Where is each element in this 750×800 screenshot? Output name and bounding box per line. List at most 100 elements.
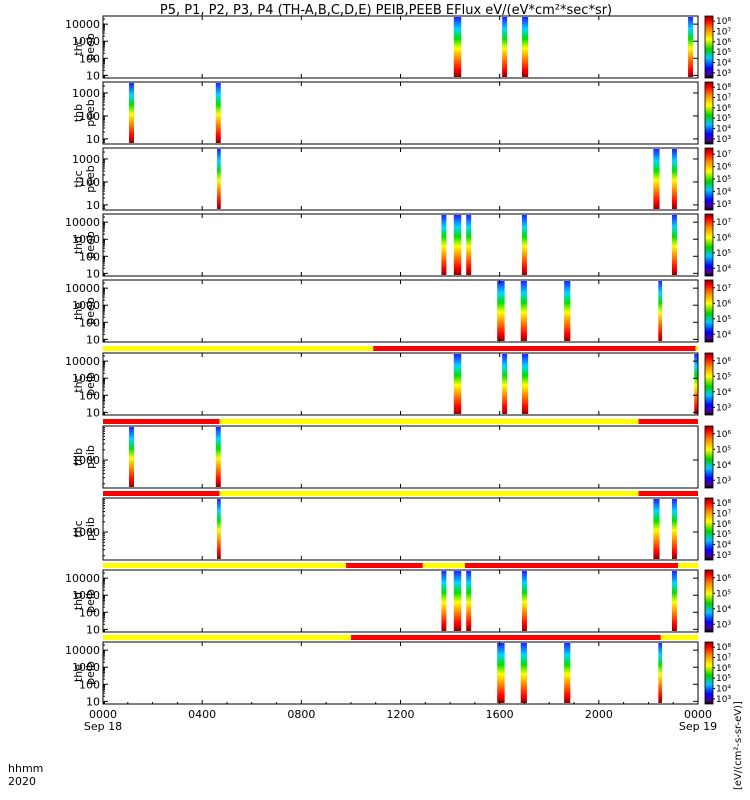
- burst-mark: [217, 499, 221, 559]
- y-axis-label-line: peib: [84, 445, 97, 469]
- colorbar: [704, 352, 714, 416]
- colorbar-tick-label: 10⁶: [716, 664, 731, 674]
- colorbar-tick-label: 10³: [716, 200, 731, 210]
- burst-mark: [466, 215, 472, 275]
- y-axis-label-line: thc: [72, 520, 85, 537]
- y-axis-label-line: thc: [72, 170, 85, 187]
- burst-mark: [658, 643, 663, 703]
- colorbar-tick-label: 10⁷: [716, 150, 731, 160]
- burst-mark: [520, 643, 527, 703]
- y-tick-label: 10: [86, 267, 100, 280]
- colorbar-tick-label: 10⁵: [716, 589, 731, 599]
- plot-background: [103, 82, 698, 144]
- y-axis-label: thcpeib: [72, 517, 97, 541]
- y-tick-label: 100: [79, 678, 100, 691]
- y-tick-label: 10000: [65, 18, 100, 31]
- colorbar-tick-label: 10⁶: [716, 299, 731, 309]
- colorbar-tick-label: 10⁴: [716, 187, 731, 197]
- mode-bar-segment: [678, 563, 698, 568]
- burst-mark: [564, 643, 571, 703]
- burst-mark: [671, 571, 677, 631]
- y-axis-label-line: peeb: [84, 231, 97, 259]
- burst-mark: [215, 427, 221, 487]
- x-label-line1: hhmm: [8, 762, 43, 775]
- y-tick-label: 10000: [65, 572, 100, 585]
- y-tick-label: 100: [79, 250, 100, 263]
- colorbar-tick-label: 10⁶: [716, 574, 731, 584]
- y-tick-label: 10: [86, 333, 100, 346]
- y-axis-label: thepeeb: [72, 297, 97, 325]
- y-axis-label: thbpeeb: [72, 99, 97, 127]
- colorbar-tick-label: 10³: [716, 551, 731, 561]
- colorbar: [704, 81, 714, 145]
- burst-mark: [497, 643, 505, 703]
- panel-the-peeb: 10 100 1000 10000 thepeeb 10⁴ 10⁵ 10⁶ 10⁷: [65, 279, 731, 346]
- colorbar-tick-label: 10⁴: [716, 541, 731, 551]
- burst-mark: [453, 17, 462, 77]
- mode-bar-segment: [345, 563, 423, 568]
- colorbar-tick-label: 10³: [716, 135, 731, 145]
- y-axis-label: thcpeeb: [72, 165, 97, 193]
- burst-mark: [453, 215, 462, 275]
- x-tick-label: 1200: [387, 708, 415, 721]
- colorbar-tick-label: 10³: [716, 695, 731, 705]
- colorbar-tick-label: 10⁵: [716, 48, 731, 58]
- mode-bar-segment: [103, 563, 346, 568]
- colorbar-tick-label: 10⁵: [716, 175, 731, 185]
- colorbar: [704, 279, 714, 343]
- burst-mark: [129, 83, 134, 143]
- x-tick-label: 2000: [585, 708, 613, 721]
- colorbar-tick-label: 10³: [716, 403, 731, 413]
- burst-mark: [520, 281, 527, 341]
- y-tick-label: 10: [86, 695, 100, 708]
- colorbar-tick-label: 10³: [716, 476, 731, 486]
- colorbar-tick-label: 10⁷: [716, 218, 731, 228]
- burst-mark: [497, 281, 505, 341]
- y-tick-label: 1000: [72, 87, 100, 100]
- y-axis-label-line: the: [72, 664, 85, 682]
- panel-thc-peib: 10 100 1000 10000 thcpeib 10³ 10⁴ 10⁵ 10⁶: [65, 346, 731, 419]
- x-tick-label: 0000: [684, 708, 712, 721]
- y-axis-label-line: thc: [72, 375, 85, 392]
- colorbar-tick-label: 10⁵: [716, 674, 731, 684]
- plot-background: [103, 570, 698, 632]
- burst-mark: [217, 149, 221, 209]
- mode-bar-segment: [103, 419, 220, 424]
- y-tick-label: 100: [79, 389, 100, 402]
- y-axis-label: thbpeib: [72, 445, 97, 469]
- y-axis-label-line: thb: [72, 104, 85, 122]
- y-axis-label-line: the: [72, 302, 85, 320]
- plot-background: [103, 498, 698, 560]
- mode-bar-segment: [219, 491, 639, 496]
- chart-title: P5, P1, P2, P3, P4 (TH-A,B,C,D,E) PEIB,P…: [160, 3, 612, 18]
- colorbar-tick-label: 10⁶: [716, 430, 731, 440]
- y-tick-label: 1000: [72, 233, 100, 246]
- x-tick-label: 1600: [486, 708, 514, 721]
- colorbar-tick-label: 10⁶: [716, 104, 731, 114]
- y-tick-label: 10: [86, 133, 100, 146]
- burst-mark: [658, 281, 663, 341]
- y-axis-label: thcpeib: [72, 372, 97, 396]
- burst-mark: [441, 571, 447, 631]
- burst-mark: [521, 354, 529, 414]
- y-axis-label-line: thd: [72, 236, 85, 254]
- y-tick-label: 100: [79, 110, 100, 123]
- colorbar-tick-label: 10³: [716, 69, 731, 79]
- x-tick-date: Sep 19: [679, 720, 717, 733]
- colorbar-tick-label: 10⁴: [716, 461, 731, 471]
- burst-mark: [694, 354, 698, 414]
- colorbar-tick-label: 10⁵: [716, 530, 731, 540]
- mode-bar-segment: [638, 419, 698, 424]
- y-tick-label: 1000: [72, 589, 100, 602]
- plot-background: [103, 280, 698, 342]
- y-axis-label: thdpeeb: [72, 231, 97, 259]
- plot-background: [103, 16, 698, 78]
- plot-background: [103, 353, 698, 415]
- burst-mark: [453, 571, 462, 631]
- y-tick-label: 10000: [65, 355, 100, 368]
- burst-mark: [688, 17, 694, 77]
